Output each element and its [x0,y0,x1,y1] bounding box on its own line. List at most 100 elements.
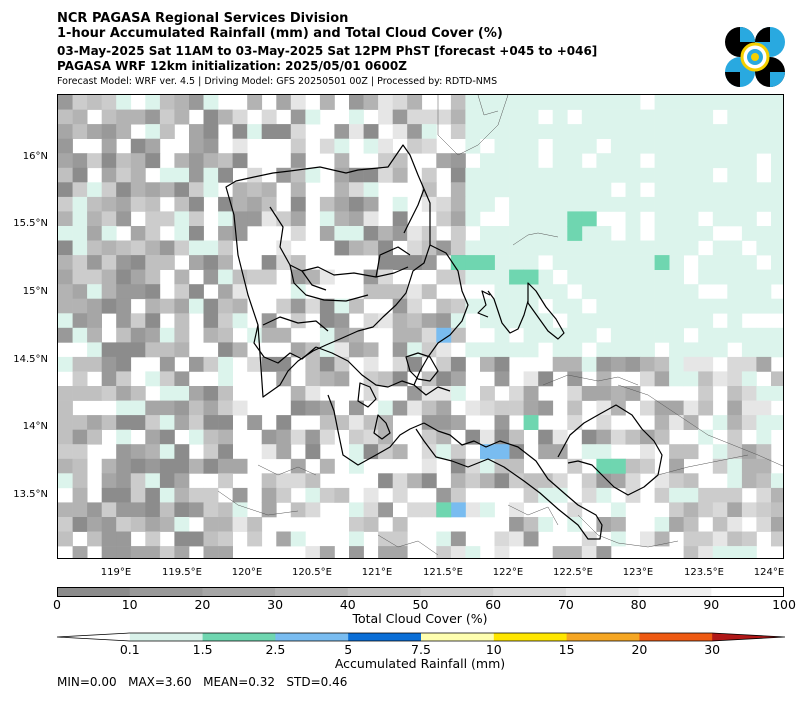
grid-cell [552,342,568,358]
grid-cell [698,196,714,212]
grid-cell [596,153,612,169]
grid-cell [523,313,539,329]
grid-cell [218,167,233,183]
grid-cell [407,284,423,300]
grid-cell [58,517,73,532]
grid-cell [654,211,670,227]
grid-cell [640,298,655,314]
grid-cell [363,517,379,532]
grid-cell [101,458,117,474]
grid-cell [145,371,161,387]
grid-cell [581,386,597,401]
grid-cell [625,386,641,401]
grid-cell [72,95,88,110]
grid-cell [741,415,757,430]
grid-cell [319,458,335,474]
grid-cell [771,153,783,169]
grid-cell [159,167,175,183]
grid-cell [145,269,161,285]
grid-cell [72,487,88,503]
rain-cell [509,269,524,285]
grid-cell [494,327,510,343]
grid-cell [101,415,117,430]
grid-cell [319,313,335,329]
grid-cell [654,95,670,110]
rain-cell [596,458,612,474]
grid-cell [290,109,306,125]
grid-cell [130,138,146,154]
grid-cell [436,356,452,372]
grid-cell [305,371,321,387]
grid-cell [552,211,568,227]
grid-cell [640,269,655,285]
grid-cell [116,415,132,430]
grid-cell [421,167,437,183]
grid-cell [654,313,670,329]
grid-cell [480,153,495,169]
grid-cell [509,255,524,270]
grid-cell [290,124,306,139]
grid-cell [509,226,524,241]
cloud-cover-tick-label: 30 [267,597,284,612]
grid-cell [290,167,306,183]
grid-cell [87,240,102,256]
grid-cell [58,386,73,401]
grid-cell [203,400,219,416]
grid-cell [756,327,772,343]
cloud-cover-tick-label: 10 [121,597,138,612]
grid-cell [305,400,321,416]
cloud-cover-swatch [420,587,494,597]
grid-cell [261,487,277,503]
grid-cell [552,473,568,489]
grid-cell [567,196,583,212]
grid-cell [363,415,379,430]
grid-cell [523,211,539,227]
grid-cell [480,342,495,358]
grid-cell [494,546,510,558]
grid-cell [116,531,132,547]
cloud-cover-swatch [638,587,712,597]
grid-cell [436,444,452,460]
grid-cell [625,211,641,227]
grid-cell [421,313,437,329]
grid-cell [349,182,364,198]
grid-cell [334,298,350,314]
grid-cell [261,211,277,227]
grid-cell [683,356,699,372]
grid-cell [58,458,73,474]
rain-cell [610,458,626,474]
grid-cell [567,371,583,387]
grid-cell [421,502,437,518]
grid-cell [654,240,670,256]
grid-cell [334,415,350,430]
grid-cell [727,313,743,329]
grid-cell [159,429,175,445]
rain-cell [436,327,452,343]
grid-cell [174,211,190,227]
grid-cell [669,211,684,227]
map-panel [57,94,784,559]
rain-cell [523,415,539,430]
grid-cell [421,415,437,430]
grid-cell [741,298,757,314]
grid-cell [683,531,699,547]
grid-cell [625,153,641,169]
grid-cell [480,400,495,416]
grid-cell [319,327,335,343]
grid-cell [567,167,583,183]
grid-cell [87,502,102,518]
grid-cell [189,502,204,518]
grid-cell [101,342,117,358]
grid-cell [610,124,626,139]
grid-cell [421,371,437,387]
grid-cell [101,95,117,110]
grid-cell [727,182,743,198]
grid-cell [305,109,321,125]
coastline-overlay [217,95,783,556]
grid-cell [523,124,539,139]
grid-cell [203,502,219,518]
rain-cell [523,269,539,285]
grid-cell [581,196,597,212]
grid-cell [756,429,772,445]
grid-cell [640,444,655,460]
